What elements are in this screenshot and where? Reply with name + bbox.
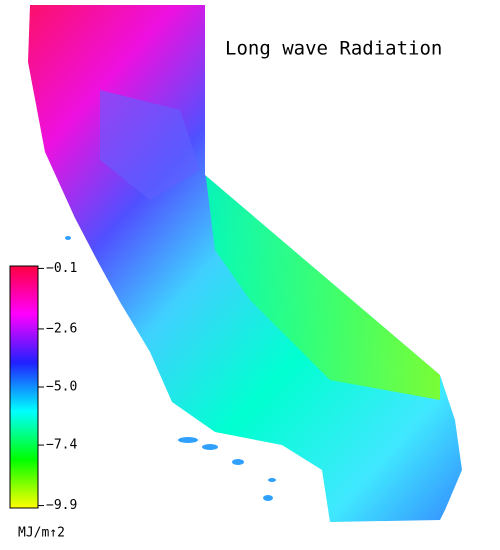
colorbar-tick-label: −7.4 xyxy=(46,438,77,453)
colorbar-unit: MJ/m↑2 xyxy=(18,526,65,541)
colorbar-tick-label: −2.6 xyxy=(46,321,77,336)
colorbar-tick-label: −0.1 xyxy=(46,261,77,276)
colorbar-tick-label: −5.0 xyxy=(46,380,77,395)
colorbar xyxy=(9,265,39,509)
map-title: Long wave Radiation xyxy=(225,38,442,60)
colorbar-tick-label: −9.9 xyxy=(46,498,77,513)
islands xyxy=(65,236,276,501)
